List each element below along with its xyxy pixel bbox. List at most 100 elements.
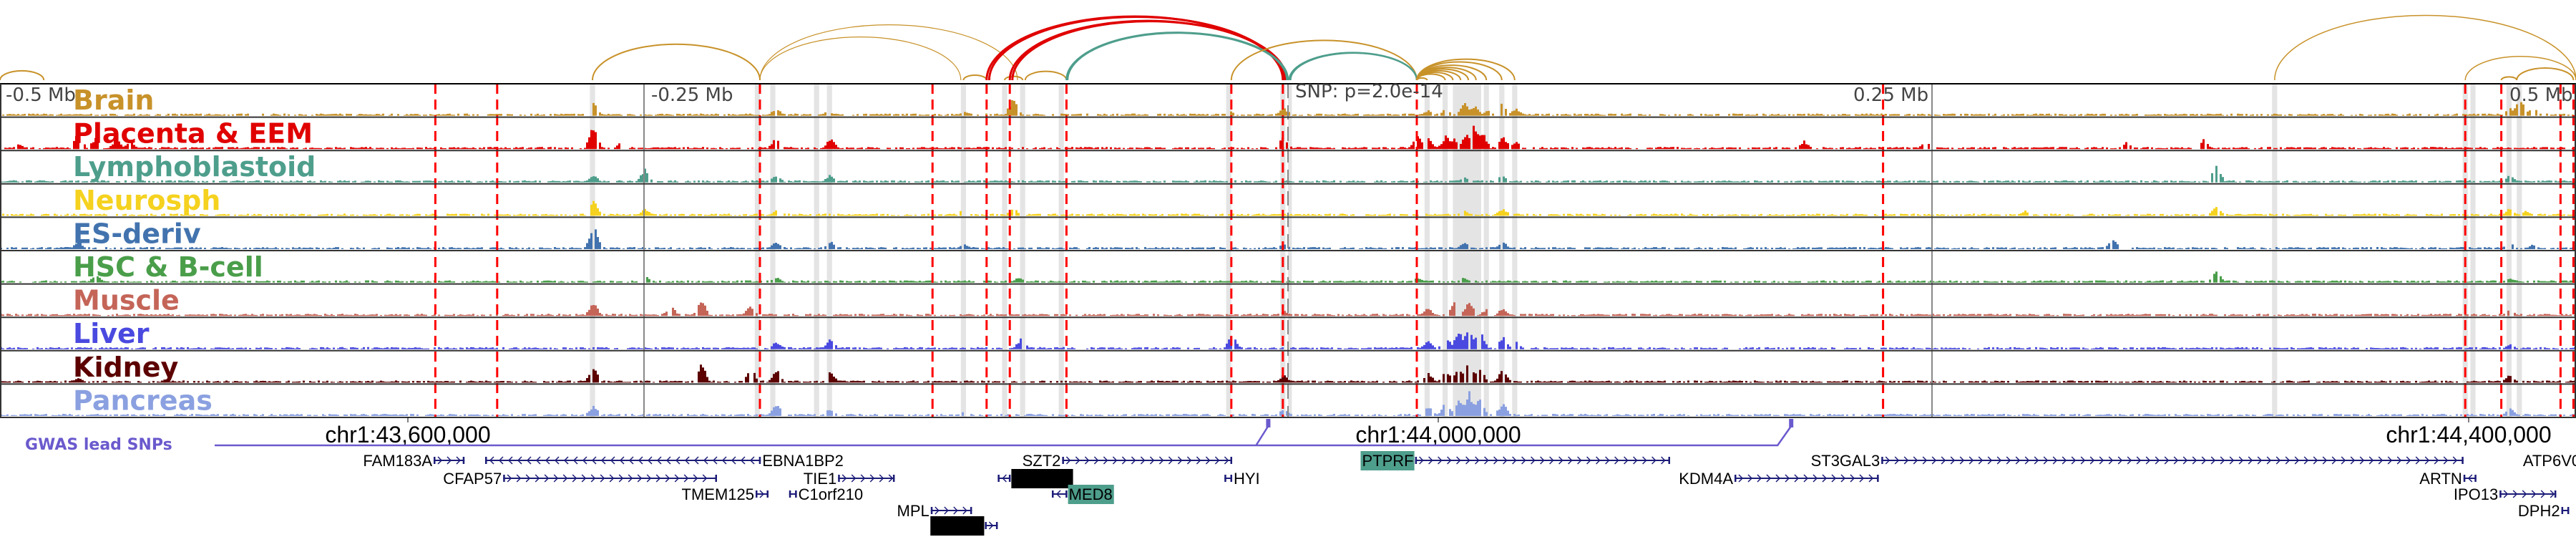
- strand-arrow-icon: [1121, 456, 1127, 465]
- strand-arrow-icon: [953, 506, 958, 515]
- strand-arrow-icon: [2192, 456, 2197, 465]
- gene-hyi: HYI: [1224, 470, 1260, 488]
- exon: [789, 490, 791, 498]
- strand-arrow-icon: [684, 456, 690, 465]
- track-label: Kidney: [73, 352, 178, 383]
- track-borders: [0, 83, 2576, 418]
- strand-arrow-icon: [1075, 456, 1080, 465]
- exon: [503, 475, 505, 482]
- strand-arrow-icon: [665, 456, 671, 465]
- exon: [1230, 457, 1232, 464]
- strand-arrow-icon: [1577, 456, 1582, 465]
- strand-arrow-icon: [1633, 456, 1638, 465]
- strand-arrow-icon: [2099, 456, 2104, 465]
- strand-arrow-icon: [447, 456, 452, 465]
- exon: [892, 475, 895, 482]
- strand-arrow-icon: [2164, 456, 2170, 465]
- exon: [2462, 457, 2464, 464]
- strand-arrow-icon: [2294, 456, 2300, 465]
- strand-arrow-icon: [655, 474, 661, 483]
- exon: [2567, 507, 2570, 514]
- interaction-arc: [2274, 14, 2576, 81]
- gene-st3gal3: ST3GAL3: [1811, 452, 2464, 470]
- strand-arrow-icon: [2173, 456, 2179, 465]
- strand-arrow-icon: [759, 490, 765, 498]
- strand-arrow-icon: [1738, 474, 1744, 483]
- strand-arrow-icon: [1766, 474, 1772, 483]
- strand-arrow-icon: [646, 474, 652, 483]
- strand-arrow-icon: [879, 474, 884, 483]
- strand-arrow-icon: [591, 456, 597, 465]
- gene-label: CDC20: [932, 517, 983, 535]
- coordinate-axis: chr1:43,600,000 chr1:44,000,000 chr1:44,40…: [325, 417, 2552, 448]
- strand-arrow-icon: [638, 456, 643, 465]
- exon: [795, 490, 797, 498]
- interaction-arc: [759, 37, 962, 81]
- strand-arrow-icon: [507, 474, 512, 483]
- track-label: Lymphoblastoid: [73, 151, 316, 183]
- axis-label-left-mid: -0.25 Mb: [651, 84, 733, 106]
- exon: [1668, 457, 1670, 464]
- strand-arrow-icon: [1168, 456, 1174, 465]
- strand-arrow-icon: [935, 506, 940, 515]
- gene-label: FAM183A: [363, 452, 432, 470]
- strand-arrow-icon: [2550, 490, 2555, 498]
- gene-artn: ARTN: [2419, 470, 2477, 488]
- strand-arrow-icon: [749, 456, 755, 465]
- exon: [997, 475, 1000, 482]
- track-label: Muscle: [73, 285, 180, 316]
- gene-dph2: DPH2: [2518, 502, 2570, 520]
- gene-ipo13: IPO13: [2454, 485, 2557, 503]
- strand-arrow-icon: [2220, 456, 2225, 465]
- strand-arrow-icon: [1652, 456, 1657, 465]
- interaction-arc: [962, 74, 987, 81]
- strand-arrow-icon: [2062, 456, 2067, 465]
- strand-arrow-icon: [2512, 490, 2518, 498]
- exon: [1415, 457, 1418, 464]
- strand-arrow-icon: [2522, 490, 2527, 498]
- gene-szt2: SZT2: [1023, 452, 1232, 470]
- gene-label: ATP6V0B: [2523, 452, 2576, 470]
- strand-arrow-icon: [618, 474, 624, 483]
- strand-arrow-icon: [600, 474, 605, 483]
- strand-arrow-icon: [600, 456, 606, 465]
- track-label: Placenta & EEM: [73, 118, 313, 150]
- strand-arrow-icon: [572, 474, 577, 483]
- strand-arrow-icon: [1149, 456, 1155, 465]
- strand-arrow-icon: [2089, 456, 2095, 465]
- strand-arrow-icon: [1850, 474, 1855, 483]
- strand-arrow-icon: [1158, 456, 1164, 465]
- signal-bars: [0, 229, 2576, 249]
- strand-arrow-icon: [2257, 456, 2263, 465]
- strand-arrow-icon: [517, 456, 522, 465]
- strand-arrow-icon: [675, 456, 680, 465]
- gene-cdc20: CDC20: [930, 516, 998, 536]
- strand-arrow-icon: [2415, 456, 2421, 465]
- strand-arrow-icon: [525, 474, 531, 483]
- track-label: Liver: [73, 318, 150, 349]
- strand-arrow-icon: [1093, 456, 1099, 465]
- gene-tie1: TIE1: [804, 470, 895, 488]
- strand-arrow-icon: [1803, 474, 1809, 483]
- strand-arrow-icon: [572, 456, 578, 465]
- strand-arrow-icon: [581, 474, 587, 483]
- interaction-arc: [2464, 55, 2576, 81]
- strand-arrow-icon: [1428, 456, 1433, 465]
- strand-arrow-icon: [2368, 456, 2374, 465]
- gene-ebna1bp2: EBNA1BP2: [485, 452, 844, 470]
- exon: [1062, 457, 1064, 464]
- strand-arrow-icon: [1624, 456, 1629, 465]
- strand-arrow-icon: [554, 456, 560, 465]
- gene-highlight-box: [1068, 485, 1114, 504]
- strand-arrow-icon: [2071, 456, 2077, 465]
- gene-label: PTPRF: [1362, 452, 1413, 470]
- gene-label: DPH2: [2518, 502, 2560, 520]
- track-label: Pancreas: [73, 384, 213, 416]
- gene-label: MED8: [1069, 485, 1113, 503]
- signal-muscle: [0, 302, 2576, 316]
- strand-arrow-icon: [721, 456, 727, 465]
- gene-label: ARTN: [2419, 470, 2462, 488]
- strand-arrow-icon: [1549, 456, 1554, 465]
- strand-arrow-icon: [1447, 456, 1452, 465]
- strand-arrow-icon: [1065, 456, 1071, 465]
